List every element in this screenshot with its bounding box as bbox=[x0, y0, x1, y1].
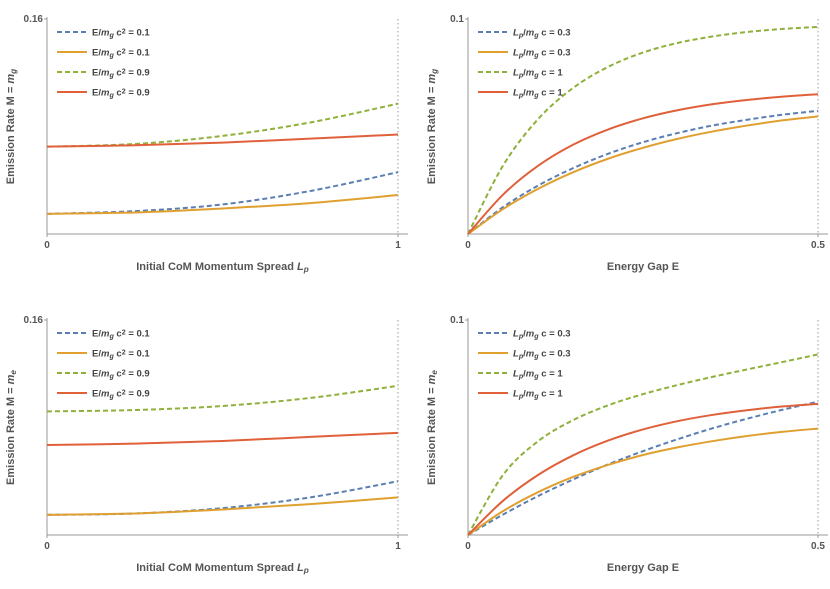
legend-entry: E/mg c2 = 0.9 bbox=[92, 368, 150, 380]
y-axis-label: Emission Rate M = mg bbox=[426, 69, 439, 184]
series-line-green bbox=[46, 384, 399, 413]
y-tick-label: 0.1 bbox=[450, 315, 464, 326]
series-line-red bbox=[467, 402, 819, 536]
y-axis-label: Emission Rate M = me bbox=[5, 370, 18, 485]
legend-entry: Lp/mg c = 1 bbox=[513, 68, 563, 80]
legend-entry: E/mg c2 = 0.9 bbox=[92, 87, 150, 99]
series-line-orange bbox=[46, 194, 399, 215]
legend-entry: Lp/mg c = 0.3 bbox=[513, 48, 571, 60]
x-tick-label: 0.5 bbox=[811, 541, 825, 552]
x-tick-label: 0.5 bbox=[811, 240, 825, 251]
chart-panel-bottom-left: 0 1 0.16 Initial CoM Momentum Spread Lp Emis… bbox=[5, 315, 408, 575]
series-line-green bbox=[467, 353, 819, 536]
x-tick-label: 0 bbox=[465, 240, 471, 251]
legend-entry: E/mg c2 = 0.1 bbox=[92, 348, 150, 360]
legend-entry: E/mg c2 = 0.9 bbox=[92, 388, 150, 400]
series-line-red bbox=[46, 133, 399, 148]
x-axis-label: Initial CoM Momentum Spread Lp bbox=[136, 562, 309, 575]
x-axis-label: Energy Gap E bbox=[607, 562, 679, 574]
series-line-blue bbox=[467, 400, 819, 536]
x-tick-label: 0 bbox=[44, 541, 50, 552]
series-line-orange bbox=[467, 427, 819, 536]
series-line-red bbox=[467, 93, 819, 235]
legend-entry: E/mg c2 = 0.1 bbox=[92, 47, 150, 59]
chart-panel-top-left: 0 1 0.16 Initial CoM Momentum Spread Lp Emis… bbox=[5, 14, 408, 274]
legend-entry: E/mg c2 = 0.1 bbox=[92, 27, 150, 39]
series-line-red bbox=[46, 431, 399, 446]
series-line-green bbox=[46, 102, 399, 148]
chart-panel-bottom-right: 0 0.5 0.1 Energy Gap E Emission Rate M = me L… bbox=[426, 315, 828, 574]
x-tick-label: 0 bbox=[44, 240, 50, 251]
x-axis-label: Initial CoM Momentum Spread Lp bbox=[136, 261, 309, 274]
legend-entry: E/mg c2 = 0.9 bbox=[92, 67, 150, 79]
series-line-blue bbox=[467, 109, 819, 235]
legend-entry: Lp/mg c = 0.3 bbox=[513, 28, 571, 40]
legend-entry: Lp/mg c = 0.3 bbox=[513, 349, 571, 361]
series-line-orange bbox=[467, 115, 819, 235]
legend-entry: Lp/mg c = 1 bbox=[513, 369, 563, 381]
legend-entry: Lp/mg c = 0.3 bbox=[513, 329, 571, 341]
legend-entry: E/mg c2 = 0.1 bbox=[92, 328, 150, 340]
y-tick-label: 0.16 bbox=[24, 14, 44, 25]
legend-entry: Lp/mg c = 1 bbox=[513, 88, 563, 100]
x-tick-label: 1 bbox=[395, 240, 401, 251]
legend-entry: Lp/mg c = 1 bbox=[513, 389, 563, 401]
y-axis-label: Emission Rate M = mg bbox=[5, 69, 18, 184]
y-tick-label: 0.1 bbox=[450, 14, 464, 25]
x-tick-label: 1 bbox=[395, 541, 401, 552]
y-axis-label: Emission Rate M = me bbox=[426, 370, 439, 485]
series-line-orange bbox=[46, 496, 399, 516]
series-line-green bbox=[467, 25, 819, 235]
chart-panel-top-right: 0 0.5 0.1 Energy Gap E Emission Rate M = mg L… bbox=[426, 14, 828, 273]
y-tick-label: 0.16 bbox=[24, 315, 44, 326]
x-tick-label: 0 bbox=[465, 541, 471, 552]
x-axis-label: Energy Gap E bbox=[607, 261, 679, 273]
